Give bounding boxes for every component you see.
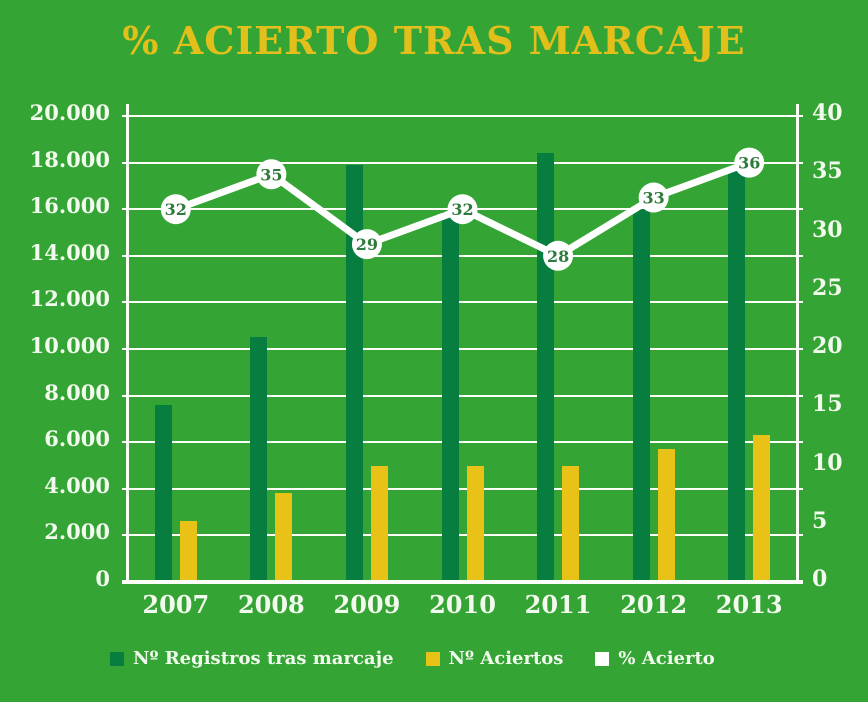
- legend-item-aciertos: Nº Aciertos: [425, 648, 564, 669]
- gridline: [122, 348, 803, 350]
- bar-aciertos: [753, 435, 771, 582]
- bar-aciertos: [466, 465, 484, 582]
- right-axis-tick-label: 15: [812, 391, 843, 418]
- gridline: [122, 487, 803, 490]
- left-axis-tick-label: 2.000: [44, 519, 110, 545]
- gridline: [122, 534, 803, 537]
- right-axis-tick-label: 40: [812, 100, 843, 126]
- x-axis-year-label: 2007: [142, 590, 210, 619]
- gridline: [122, 208, 803, 211]
- bar-aciertos: [657, 449, 675, 582]
- gridline: [122, 441, 803, 444]
- left-axis-tick-label: 20.000: [29, 100, 110, 125]
- registros-swatch-icon: [110, 651, 124, 666]
- marker-value-label: 35: [260, 165, 282, 184]
- bar-registros: [632, 209, 650, 582]
- bar-registros: [250, 337, 268, 582]
- x-axis-year-label: 2009: [333, 590, 401, 619]
- right-axis-tick-label: 20: [812, 333, 843, 359]
- legend-label-registros: Nº Registros tras marcaje: [133, 648, 394, 669]
- x-axis-baseline: [122, 580, 803, 584]
- right-axis-tick-label: 0: [812, 566, 828, 592]
- bar-registros: [345, 164, 363, 582]
- bar-registros: [441, 211, 459, 582]
- bar-aciertos: [370, 465, 388, 582]
- left-axis-tick-label: 18.000: [29, 146, 110, 172]
- right-axis-tick-label: 10: [812, 449, 843, 476]
- left-axis-tick-label: 8.000: [44, 379, 110, 405]
- bar-registros: [154, 404, 172, 582]
- bar-registros: [537, 153, 555, 582]
- gridline: [122, 115, 803, 117]
- right-axis-tick-label: 5: [812, 507, 828, 534]
- gridline: [122, 394, 803, 397]
- gridline: [122, 161, 803, 164]
- pct-acierto-marker: 35: [256, 159, 287, 190]
- chart-title: % ACIERTO TRAS MARCAJE: [122, 18, 746, 63]
- right-axis-tick-label: 30: [812, 216, 843, 243]
- y-axis-right-line: [796, 104, 799, 584]
- marker-value-label: 33: [643, 189, 665, 208]
- bar-aciertos: [562, 465, 580, 582]
- x-axis-year-label: 2008: [237, 590, 305, 619]
- x-axis-year-label: 2012: [620, 590, 688, 619]
- left-axis-tick-label: 16.000: [29, 193, 110, 219]
- right-axis-tick-label: 35: [812, 158, 843, 185]
- gridline: [122, 254, 803, 257]
- left-axis-tick-label: 14.000: [29, 239, 110, 265]
- legend-label-aciertos: Nº Aciertos: [448, 648, 564, 669]
- legend-item-pct-acierto: % Acierto: [595, 648, 715, 669]
- x-axis-year-label: 2011: [524, 590, 592, 619]
- left-axis-tick-label: 0: [95, 566, 110, 591]
- pct-acierto-swatch-icon: [595, 651, 610, 666]
- left-axis-tick-label: 10.000: [29, 333, 110, 358]
- x-axis-year-label: 2013: [715, 590, 783, 619]
- left-axis-tick-label: 6.000: [44, 426, 110, 452]
- legend-item-registros: Nº Registros tras marcaje: [110, 648, 394, 669]
- aciertos-swatch-icon: [425, 651, 440, 666]
- legend: Nº Registros tras marcaje Nº Aciertos % …: [110, 648, 715, 669]
- bar-aciertos: [179, 521, 197, 582]
- bar-aciertos: [275, 493, 293, 582]
- gridline: [122, 301, 803, 304]
- y-axis-left-line: [126, 104, 129, 584]
- bar-registros: [728, 169, 746, 582]
- left-axis-tick-label: 4.000: [44, 472, 110, 498]
- x-axis-year-label: 2010: [429, 590, 496, 619]
- legend-label-pct-acierto: % Acierto: [618, 648, 715, 669]
- left-axis-tick-label: 12.000: [29, 286, 110, 312]
- marker-circle: [256, 159, 287, 190]
- right-axis-tick-label: 25: [812, 274, 843, 301]
